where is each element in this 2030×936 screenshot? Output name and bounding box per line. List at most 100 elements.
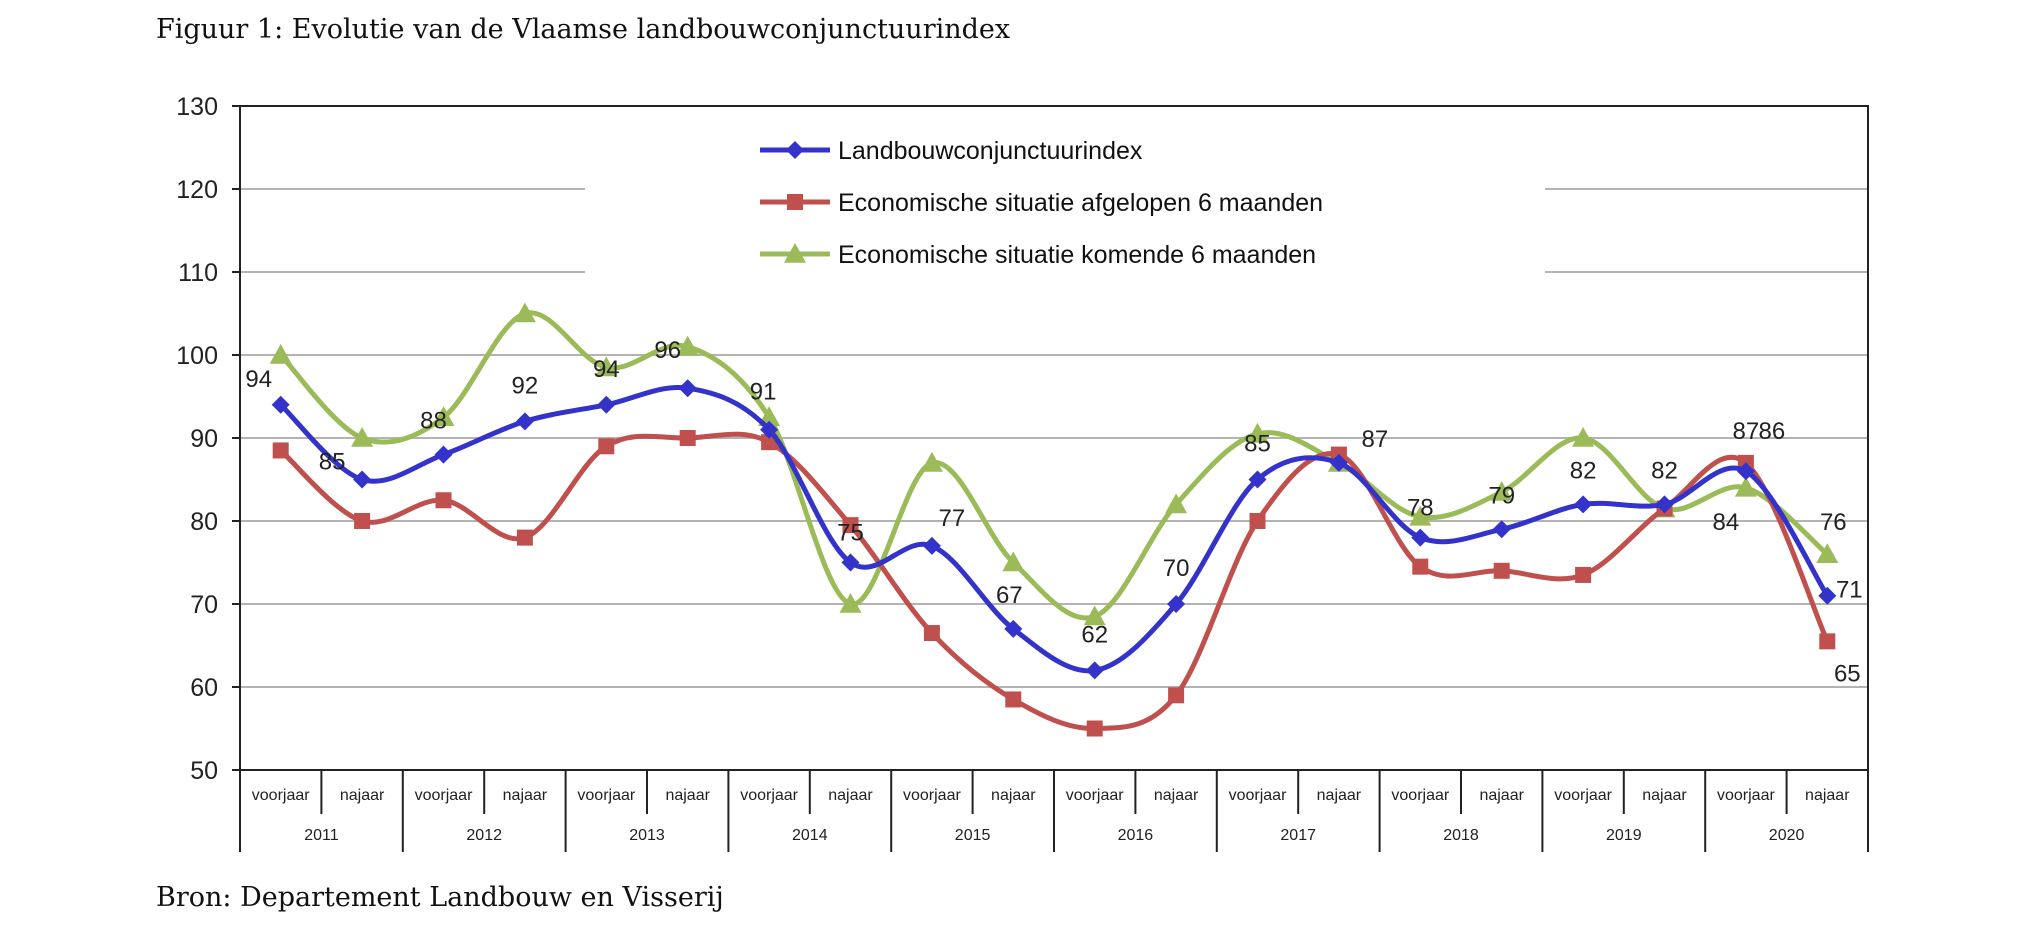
x-year-label: 2020 xyxy=(1769,827,1805,844)
data-point-index xyxy=(1574,495,1593,514)
data-point-past xyxy=(1493,562,1510,579)
x-category-label: najaar xyxy=(1479,787,1524,804)
y-tick-label: 80 xyxy=(190,508,218,536)
data-point-future xyxy=(1002,551,1025,572)
x-year-label: 2016 xyxy=(1118,827,1154,844)
data-label-future: 76 xyxy=(1820,509,1847,536)
data-point-future xyxy=(1165,493,1188,514)
data-point-future xyxy=(269,344,292,364)
x-category-label: voorjaar xyxy=(415,787,473,804)
x-category-label: voorjaar xyxy=(252,787,310,804)
legend: Landbouwconjunctuurindex Economische situ… xyxy=(760,137,1323,269)
data-label-future: 84 xyxy=(1713,509,1740,536)
data-point-future xyxy=(839,593,862,613)
source-note: Bron: Departement Landbouw en Visserij xyxy=(156,882,724,913)
data-point-index xyxy=(760,420,779,439)
x-year-label: 2014 xyxy=(792,827,828,844)
data-point-index xyxy=(1167,595,1186,613)
data-point-index xyxy=(1818,586,1837,605)
y-tick-label: 50 xyxy=(190,757,218,785)
data-point-future xyxy=(1409,505,1432,526)
x-category-label: najaar xyxy=(1154,787,1199,804)
legend-label-future: Economische situatie komende 6 maanden xyxy=(838,241,1316,269)
x-category-label: voorjaar xyxy=(1554,787,1612,804)
data-point-index xyxy=(1004,619,1023,638)
data-point-past xyxy=(679,430,696,446)
data-label-index: 92 xyxy=(512,372,539,399)
data-point-past xyxy=(1819,633,1836,650)
data-point-future xyxy=(595,356,618,377)
data-point-past xyxy=(842,517,859,534)
legend-marker-index xyxy=(786,141,804,159)
data-label-past: 87 xyxy=(1733,418,1760,445)
x-year-label: 2012 xyxy=(466,827,502,844)
x-year-label: 2017 xyxy=(1280,827,1316,844)
x-year-label: 2019 xyxy=(1606,827,1642,844)
data-labels: 94 85 88 92 94 96 91 75 77 67 62 70 85 87 78 79 82 82 86 71… xyxy=(245,337,1862,687)
data-point-index xyxy=(353,470,372,489)
data-point-index xyxy=(1492,520,1511,539)
data-point-index xyxy=(678,379,697,398)
x-category-label: najaar xyxy=(1805,787,1850,804)
data-point-past xyxy=(598,438,615,455)
data-label-index: 88 xyxy=(420,408,447,435)
x-year-label: 2018 xyxy=(1443,827,1479,844)
data-label-index: 67 xyxy=(996,582,1023,609)
data-label-index: 82 xyxy=(1651,457,1678,484)
line-chart: 50 60 70 80 90 100 110 120 130 voorjaar najaar voor… xyxy=(176,93,1869,852)
data-label-index: 79 xyxy=(1488,482,1515,509)
data-label-index: 86 xyxy=(1759,418,1786,445)
data-point-past xyxy=(1412,558,1429,575)
data-label-index: 70 xyxy=(1163,555,1190,582)
data-point-index xyxy=(597,395,616,414)
data-point-future xyxy=(432,406,455,427)
data-point-past xyxy=(435,492,452,509)
data-point-index xyxy=(1329,453,1348,472)
data-point-index xyxy=(1736,462,1755,481)
data-point-index xyxy=(1248,470,1267,489)
x-year-label: 2011 xyxy=(304,827,339,844)
data-point-future xyxy=(513,302,536,323)
x-category-label: najaar xyxy=(828,787,873,804)
x-category-label: najaar xyxy=(1642,787,1687,804)
data-label-past: 65 xyxy=(1834,660,1861,687)
data-point-index xyxy=(922,536,941,555)
axes: 50 60 70 80 90 100 110 120 130 voorjaar najaar voor… xyxy=(176,93,1869,852)
data-point-index xyxy=(434,445,453,464)
x-year-label: 2013 xyxy=(629,827,665,844)
data-point-past xyxy=(516,529,533,546)
data-label-index: 91 xyxy=(750,379,777,406)
data-point-future xyxy=(351,427,374,447)
x-category-label: najaar xyxy=(340,787,385,804)
x-category-label: voorjaar xyxy=(1229,787,1287,804)
x-category-label: voorjaar xyxy=(903,787,961,804)
data-point-past xyxy=(1086,720,1103,737)
legend-marker-past xyxy=(787,194,803,210)
data-label-index: 94 xyxy=(245,366,272,393)
data-point-past xyxy=(1168,687,1185,704)
figure-caption: Figuur 1: Evolutie van de Vlaamse landbo… xyxy=(156,14,1011,45)
series-lines xyxy=(269,302,1839,737)
data-point-index xyxy=(841,553,860,572)
data-label-index: 71 xyxy=(1836,577,1863,604)
data-point-future xyxy=(920,451,943,472)
data-point-index xyxy=(1411,528,1430,547)
x-category-label: voorjaar xyxy=(577,787,635,804)
data-point-past xyxy=(1005,691,1022,708)
data-point-past xyxy=(354,513,371,529)
data-point-index xyxy=(1655,495,1674,514)
data-label-index: 77 xyxy=(939,505,966,532)
y-tick-label: 70 xyxy=(190,591,218,619)
data-point-future xyxy=(676,335,699,356)
data-point-index xyxy=(271,395,290,414)
data-point-future xyxy=(1246,422,1269,443)
data-point-past xyxy=(1249,513,1266,529)
data-point-index xyxy=(1085,661,1104,680)
data-point-future xyxy=(1572,427,1595,447)
data-label-index: 87 xyxy=(1362,426,1389,453)
x-category-label: voorjaar xyxy=(1066,787,1124,804)
data-point-future xyxy=(1490,480,1513,501)
data-point-future xyxy=(1083,605,1106,626)
y-tick-label: 90 xyxy=(190,425,218,453)
data-point-future xyxy=(1816,543,1839,563)
